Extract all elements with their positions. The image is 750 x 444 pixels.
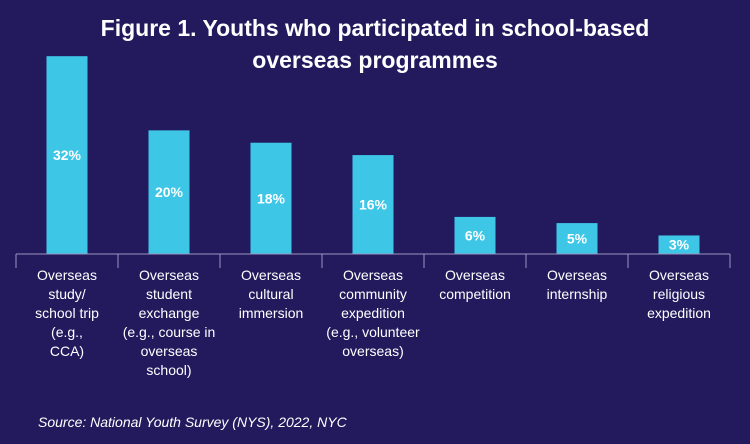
bar xyxy=(46,56,88,254)
bar xyxy=(556,223,598,254)
category-label-line: expedition xyxy=(647,305,711,321)
category-label-line: Overseas xyxy=(241,267,301,283)
bars-group: 32% 20% 18% 16% 6% 5% 3% xyxy=(46,56,700,254)
bar xyxy=(148,130,190,254)
category-label-line: school trip xyxy=(35,305,99,321)
bar-data-label: 32% xyxy=(53,147,82,163)
bar xyxy=(658,235,700,254)
bar-data-label: 20% xyxy=(155,184,184,200)
category-label-line: CCA) xyxy=(50,343,84,359)
chart-title-line-2: overseas programmes xyxy=(252,47,498,73)
category-label: Overseas study/school trip (e.g., CCA) xyxy=(35,267,99,359)
category-label-line: community xyxy=(339,286,407,302)
category-label: Overseas community expedition (e.g., volunt… xyxy=(326,267,420,359)
category-label: Overseas religious expedition xyxy=(647,267,711,321)
category-label-line: exchange xyxy=(139,305,200,321)
category-label-line: Overseas xyxy=(547,267,607,283)
category-label-line: overseas xyxy=(141,343,198,359)
category-label-line: (e.g., course in xyxy=(123,324,216,340)
category-label-line: cultural xyxy=(248,286,293,302)
category-label: Overseas student exchange (e.g., course in o… xyxy=(123,267,216,378)
category-label-line: religious xyxy=(653,286,705,302)
bar-data-label: 16% xyxy=(359,197,388,213)
category-label-line: Overseas xyxy=(37,267,97,283)
category-label-line: Overseas xyxy=(343,267,403,283)
chart-title-line-1: Figure 1. Youths who participated in sch… xyxy=(100,15,650,41)
category-label-line: expedition xyxy=(341,305,405,321)
category-label-line: internship xyxy=(547,286,608,302)
category-label: Overseas cultural immersion xyxy=(239,267,304,321)
bar-data-label: 18% xyxy=(257,190,286,206)
category-label: Overseas competition xyxy=(439,267,511,302)
bar xyxy=(454,216,496,254)
category-label-line: study/ xyxy=(48,286,85,302)
category-label-line: Overseas xyxy=(649,267,709,283)
category-label-line: overseas) xyxy=(342,343,403,359)
bar-data-label: 5% xyxy=(567,231,588,247)
chart-title: Figure 1. Youths who participated in sch… xyxy=(0,12,750,76)
category-label: Overseas internship xyxy=(547,267,608,302)
category-label-line: school) xyxy=(146,362,191,378)
bar-data-label: 3% xyxy=(669,237,690,253)
category-label-line: student xyxy=(146,286,192,302)
category-label-line: (e.g., volunteer xyxy=(326,324,420,340)
bar xyxy=(250,142,292,254)
category-label-line: competition xyxy=(439,286,511,302)
category-label-line: (e.g., xyxy=(51,324,83,340)
category-labels: Overseas study/school trip (e.g., CCA)Overs… xyxy=(35,267,711,378)
source-note: Source: National Youth Survey (NYS), 202… xyxy=(38,414,347,430)
bar-data-label: 6% xyxy=(465,227,486,243)
category-label-line: Overseas xyxy=(445,267,505,283)
x-axis xyxy=(15,253,731,268)
category-label-line: Overseas xyxy=(139,267,199,283)
bar xyxy=(352,155,394,254)
category-label-line: immersion xyxy=(239,305,304,321)
